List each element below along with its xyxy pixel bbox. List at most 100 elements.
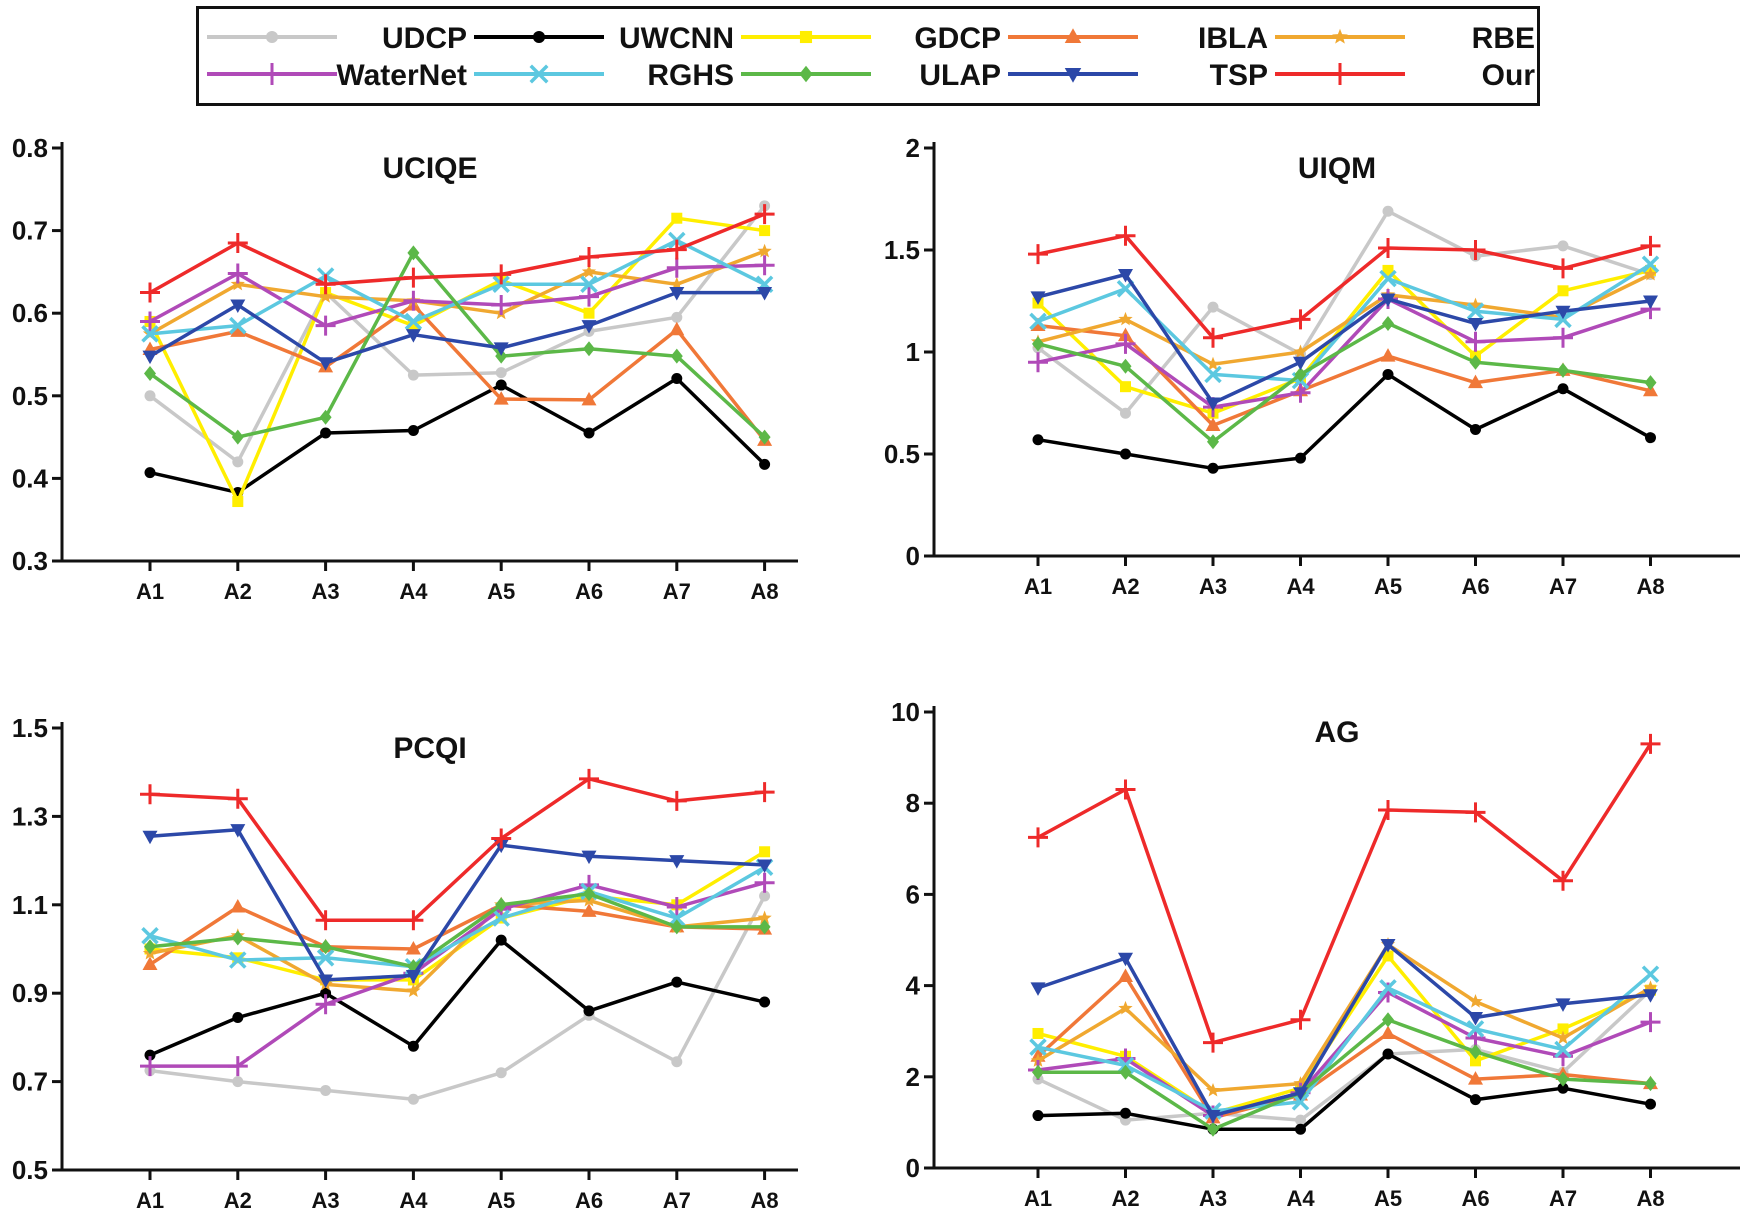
ag-point-tsp bbox=[1468, 1012, 1483, 1026]
uciqe-point-ulap bbox=[758, 429, 771, 445]
uciqe-point-our bbox=[403, 267, 424, 288]
pcqi-line-tsp bbox=[149, 827, 765, 982]
pcqi-point-rghs bbox=[141, 927, 159, 945]
ag-point-uwcnn bbox=[1557, 1082, 1569, 1094]
legend-marker-udcp bbox=[265, 30, 279, 44]
uiqm-point-uwcnn bbox=[1470, 424, 1481, 436]
pcqi-point-ulap bbox=[319, 939, 332, 955]
uiqm-point-rbe bbox=[1205, 356, 1221, 371]
ag-point-uwcnn bbox=[1295, 1123, 1306, 1135]
uiqm-x-tick-label-a8: A8 bbox=[1636, 574, 1664, 599]
ag-x-tick-label-a1: A1 bbox=[1024, 1186, 1052, 1211]
ag-point-tsp bbox=[1030, 982, 1046, 996]
uciqe-x-tick-label-a6: A6 bbox=[575, 579, 603, 604]
ag-point-uwcnn bbox=[1470, 1094, 1481, 1106]
uiqm-line-rbe bbox=[1037, 272, 1652, 366]
legend-item-ulap: ULAP bbox=[741, 59, 1001, 92]
uciqe-point-tsp bbox=[757, 287, 773, 301]
uciqe-point-ibla bbox=[230, 323, 246, 337]
chart-ag: 0 2 4 6 8 10 A1 A2 A3 A4 A5 A6 A7 A8 AG bbox=[880, 672, 1750, 1220]
uiqm-y-tick-label: 2 bbox=[906, 133, 920, 163]
pcqi-point-tsp bbox=[405, 970, 421, 984]
chart-uciqe: 0.3 0.4 0.5 0.6 0.7 0.8 A1 A2 A3 A4 A5 A6 A7 A8 UCIQE bbox=[0, 120, 850, 680]
ag-line-tsp bbox=[1037, 942, 1651, 1118]
uiqm-x-tick-label-a7: A7 bbox=[1549, 574, 1577, 599]
ag-y-tick-label: 10 bbox=[891, 697, 920, 727]
pcqi-point-our bbox=[754, 782, 775, 803]
ag-point-our bbox=[1290, 1009, 1311, 1030]
pcqi-point-uwcnn bbox=[407, 1040, 419, 1052]
pcqi-point-our bbox=[579, 768, 599, 789]
ag-point-our bbox=[1465, 802, 1486, 823]
legend-item-our: Our bbox=[1275, 59, 1535, 92]
pcqi-point-udcp bbox=[495, 1067, 507, 1079]
uiqm-point-tsp bbox=[1380, 293, 1396, 307]
pcqi-point-our bbox=[403, 910, 424, 931]
ag-point-rbe bbox=[1468, 994, 1483, 1008]
pcqi-point-waternet bbox=[666, 897, 687, 918]
legend-marker-ulap bbox=[799, 65, 813, 83]
chart-pcqi: 0.5 0.7 0.9 1.1 1.3 1.5 A1 A2 A3 A4 A5 A6 A7 A8 PCQI bbox=[0, 672, 850, 1220]
ag-point-ulap bbox=[1469, 1044, 1482, 1060]
pcqi-point-waternet bbox=[227, 1056, 248, 1077]
pcqi-y-tick-label: 1.5 bbox=[12, 713, 48, 743]
uiqm-point-uwcnn bbox=[1120, 448, 1131, 460]
uciqe-point-tsp bbox=[581, 320, 597, 334]
uiqm-point-gdcp bbox=[1557, 285, 1569, 297]
ag-point-rghs bbox=[1029, 1038, 1047, 1056]
pcqi-point-ulap bbox=[144, 939, 156, 955]
legend-marker-ibla bbox=[1064, 28, 1082, 44]
uciqe-y-tick-label: 0.3 bbox=[12, 546, 48, 576]
legend-graphic: UDCP UWCNN GDCP IBLA RBE WaterNet RGHS ULAP TSP O… bbox=[207, 22, 1535, 92]
pcqi-y-tick-label: 0.9 bbox=[12, 978, 48, 1008]
uciqe-y-tick-label: 0.4 bbox=[12, 463, 49, 493]
pcqi-x-tick-label-a8: A8 bbox=[751, 1188, 779, 1213]
uciqe-point-waternet bbox=[754, 255, 775, 276]
uciqe-x-tick-label-a5: A5 bbox=[487, 579, 515, 604]
pcqi-point-waternet bbox=[754, 872, 775, 893]
ag-line-udcp bbox=[1037, 988, 1652, 1122]
uiqm-x-tick-label-a4: A4 bbox=[1286, 574, 1315, 599]
ag-point-gdcp bbox=[1032, 1027, 1044, 1039]
uiqm-x-tick-label-a5: A5 bbox=[1374, 574, 1402, 599]
uciqe-point-rghs bbox=[141, 325, 159, 343]
uciqe-x-tick-label-a7: A7 bbox=[663, 579, 691, 604]
legend-marker-rghs bbox=[529, 64, 549, 84]
uiqm-point-gdcp bbox=[1120, 381, 1131, 393]
legend-marker-our bbox=[1329, 63, 1351, 85]
pcqi-point-rbe bbox=[757, 910, 772, 925]
uiqm-title: UIQM bbox=[1298, 152, 1376, 185]
ag-point-gdcp bbox=[1382, 950, 1394, 962]
uciqe-point-gdcp bbox=[583, 307, 595, 319]
legend-label-gdcp: GDCP bbox=[914, 22, 1001, 55]
pcqi-point-uwcnn bbox=[583, 1005, 595, 1017]
pcqi-title: PCQI bbox=[393, 732, 466, 765]
legend-item-rbe: RBE bbox=[1275, 22, 1535, 55]
pcqi-point-ibla bbox=[405, 941, 421, 955]
uiqm-line-tsp bbox=[1037, 272, 1651, 405]
uciqe-point-ulap bbox=[231, 429, 244, 445]
ag-line-our bbox=[1037, 742, 1652, 1045]
uiqm-point-udcp bbox=[1120, 407, 1131, 419]
ag-series-our bbox=[1028, 733, 1661, 1053]
uiqm-point-tsp bbox=[1030, 291, 1046, 305]
ag-point-ibla bbox=[1118, 968, 1133, 982]
uiqm-line-waternet bbox=[1037, 297, 1652, 409]
legend-marker-gdcp bbox=[799, 30, 813, 44]
ag-x-tick-label-a5: A5 bbox=[1374, 1186, 1402, 1211]
uiqm-point-uwcnn bbox=[1295, 452, 1306, 464]
uciqe-point-uwcnn bbox=[583, 427, 595, 439]
uciqe-point-uwcnn bbox=[407, 424, 419, 436]
ag-line-rghs bbox=[1037, 972, 1652, 1113]
uciqe-point-ulap bbox=[407, 245, 420, 261]
uciqe-point-waternet bbox=[666, 257, 687, 278]
uciqe-point-uwcnn bbox=[144, 467, 156, 479]
ag-point-tsp bbox=[1293, 1087, 1308, 1101]
ag-x-tick-label-a3: A3 bbox=[1199, 1186, 1227, 1211]
legend-item-udcp: UDCP bbox=[207, 22, 467, 55]
ag-line-uwcnn bbox=[1037, 1052, 1651, 1131]
uiqm-point-our bbox=[1465, 240, 1486, 260]
pcqi-point-tsp bbox=[757, 859, 773, 874]
uiqm-point-rbe bbox=[1468, 297, 1483, 312]
uiqm-y-tick-label: 0.5 bbox=[884, 439, 920, 469]
